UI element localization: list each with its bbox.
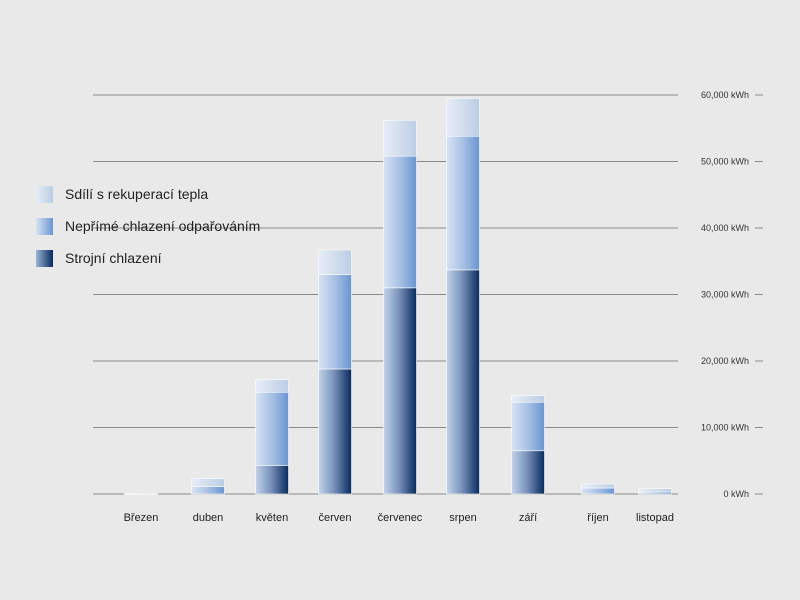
bar-segment (383, 155, 417, 289)
bar-segment (255, 391, 289, 466)
y-tick-label: 10,000 kWh (701, 423, 749, 433)
bar-segment (511, 401, 545, 452)
bar-segment (446, 98, 480, 137)
bar-segment (446, 269, 480, 495)
bar-segment (511, 395, 545, 403)
bar-segment (318, 368, 352, 495)
legend-item-evaporative-cooling: Nepřímé chlazení odpařováním (36, 216, 260, 236)
y-tick-label: 40,000 kWh (701, 223, 749, 233)
legend-item-mechanical-cooling: Strojní chlazení (36, 248, 260, 268)
bar-segment (383, 287, 417, 495)
x-tick-label: srpen (449, 512, 477, 524)
y-tick-label: 20,000 kWh (701, 356, 749, 366)
bar-segment (191, 486, 225, 495)
bar-segment (318, 249, 352, 275)
y-tick-label: 60,000 kWh (701, 90, 749, 100)
x-tick-label: říjen (587, 512, 608, 524)
bar-segment (383, 119, 417, 157)
bar-segment (581, 487, 615, 495)
legend-label: Nepřímé chlazení odpařováním (65, 218, 261, 234)
x-tick-label: září (519, 512, 537, 524)
legend-label: Strojní chlazení (65, 250, 162, 266)
y-tick-label: 0 kWh (723, 489, 749, 499)
bar-segment (581, 483, 615, 489)
legend: Sdílí s rekuperací tepla Nepřímé chlazen… (36, 184, 260, 268)
bar-segment (191, 478, 225, 487)
bar-segment (446, 135, 480, 271)
bar-segment (511, 450, 545, 495)
legend-item-heat-recovery: Sdílí s rekuperací tepla (36, 184, 260, 204)
legend-swatch-evaporative-cooling (36, 217, 53, 235)
legend-swatch-heat-recovery (36, 185, 53, 203)
bar-segment (255, 379, 289, 393)
bar-segment (318, 274, 352, 370)
legend-swatch-mechanical-cooling (36, 249, 53, 267)
x-tick-label: červen (318, 512, 351, 524)
bar-segment (638, 488, 672, 493)
x-tick-label: červenec (378, 512, 423, 524)
x-tick-label: Březen (124, 512, 159, 524)
x-tick-label: listopad (636, 512, 674, 524)
bar-segment (124, 493, 158, 495)
x-tick-label: květen (256, 512, 288, 524)
y-tick-label: 30,000 kWh (701, 290, 749, 300)
bar-segment (255, 465, 289, 495)
legend-label: Sdílí s rekuperací tepla (65, 186, 209, 202)
y-tick-label: 50,000 kWh (701, 157, 749, 167)
x-tick-label: duben (193, 512, 224, 524)
